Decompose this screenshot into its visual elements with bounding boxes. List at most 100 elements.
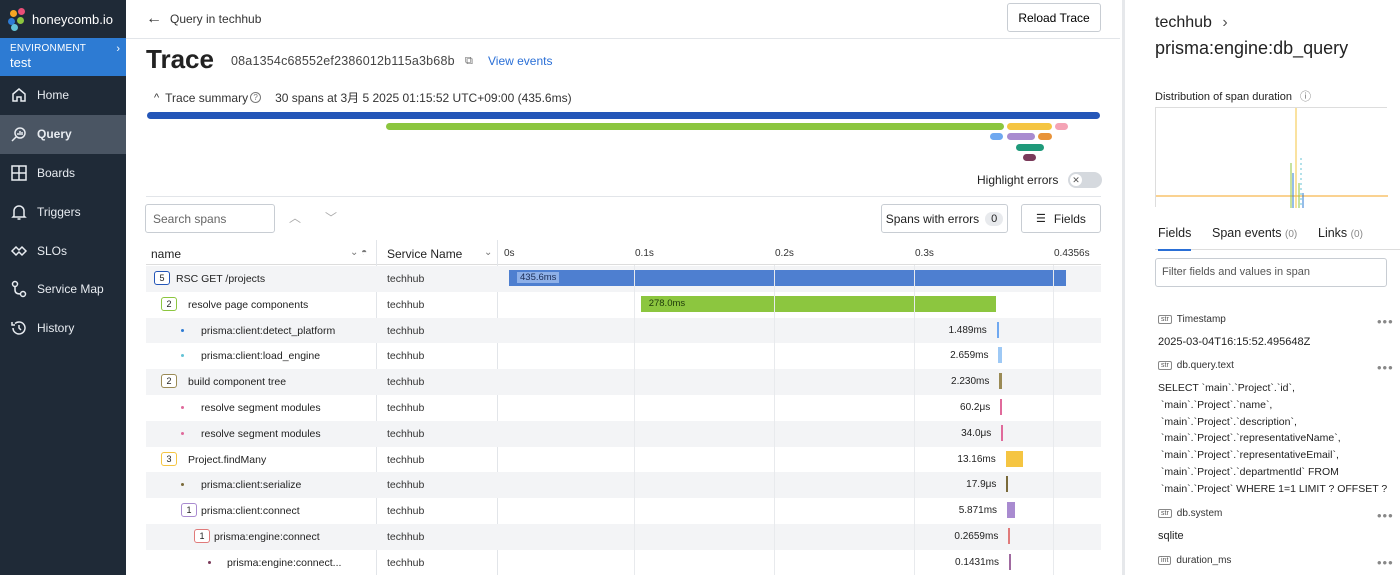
span-name: prisma:engine:connect... (227, 556, 342, 569)
more-icon[interactable]: ••• (1377, 508, 1394, 523)
table-row[interactable]: resolve segment modules techhub 60.2μs (146, 395, 1101, 421)
more-icon[interactable]: ••• (1377, 314, 1394, 329)
help-icon[interactable]: ⓘ (1300, 91, 1312, 103)
axis-tick-label: 0.1s (635, 248, 654, 259)
field-value: 2025-03-04T16:15:52.495648Z (1158, 336, 1311, 348)
minimap-bar (1023, 154, 1036, 161)
span-bar[interactable] (640, 295, 997, 312)
table-row[interactable]: 3 Project.findMany techhub 13.16ms (146, 447, 1101, 473)
child-count-badge[interactable]: 5 (154, 271, 170, 285)
table-row[interactable]: prisma:client:serialize techhub 17.9μs (146, 472, 1101, 499)
child-count-badge[interactable]: 3 (161, 451, 177, 466)
highlight-errors-toggle[interactable]: ✕ (1068, 172, 1102, 188)
table-row[interactable]: 5 RSC GET /projects techhub 435.6ms (146, 266, 1101, 292)
panel-service-breadcrumb[interactable]: techhub › (1155, 14, 1228, 32)
service-name: techhub (387, 324, 425, 337)
span-bar[interactable] (1000, 399, 1003, 415)
trace-summary-toggle[interactable]: ^ Trace summary ? 30 spans at 3月 5 2025 … (154, 89, 572, 106)
span-detail-panel: techhub › prisma:engine:db_query Distrib… (1122, 0, 1400, 575)
nav-label: SLOs (37, 243, 68, 258)
nav-triggers[interactable]: Triggers (0, 192, 126, 231)
child-count-badge[interactable]: 1 (194, 529, 210, 543)
tree-node-dot (181, 354, 184, 358)
span-bar[interactable] (998, 347, 1002, 364)
span-duration: 0.1431ms (955, 556, 999, 568)
chevron-down-icon[interactable]: ⌄ (484, 247, 493, 258)
minimap-bar (1007, 133, 1035, 140)
minimap-bar (1016, 144, 1044, 151)
more-icon[interactable]: ••• (1377, 360, 1394, 375)
nav-query[interactable]: Query (0, 114, 126, 154)
fields-button[interactable]: ☰ Fields (1021, 204, 1101, 233)
tab-span-events[interactable]: Span events (0) (1212, 226, 1297, 240)
search-spans-input[interactable]: Search spans (145, 204, 275, 233)
span-name: resolve page components (188, 298, 309, 311)
view-events-link[interactable]: View events (488, 54, 553, 68)
environment-switcher[interactable]: ENVIRONMENT test › (0, 38, 126, 76)
chevron-down-icon[interactable]: ﹀ (325, 211, 338, 225)
nav-history[interactable]: History (0, 309, 126, 348)
panel-service: techhub (1155, 14, 1212, 31)
sort-icon[interactable]: ⌄ ◓ (350, 247, 368, 258)
tree-node-dot (181, 483, 184, 487)
spans-with-errors-label: Spans with errors (885, 211, 980, 226)
nav-label: Boards (37, 165, 76, 180)
span-bar[interactable] (999, 373, 1003, 390)
axis-tick-label: 0.4356s (1054, 248, 1090, 259)
tab-fields[interactable]: Fields (1158, 226, 1192, 251)
highlight-errors-label: Highlight errors (977, 173, 1059, 187)
nav-home[interactable]: Home (0, 76, 126, 115)
span-duration: 13.16ms (957, 453, 996, 465)
span-bar[interactable] (1005, 450, 1023, 467)
child-count-badge[interactable]: 2 (161, 374, 177, 389)
divider (146, 196, 1101, 197)
span-name: resolve segment modules (201, 427, 321, 440)
more-icon[interactable]: ••• (1377, 555, 1394, 570)
table-row[interactable]: 1 prisma:client:connect techhub 5.871ms (146, 498, 1101, 524)
nav-slos[interactable]: SLOs (0, 231, 126, 270)
back-link[interactable]: ← Query in techhub (146, 10, 261, 28)
column-name-header[interactable]: name (151, 247, 182, 261)
nav-service-map[interactable]: Service Map (0, 270, 126, 309)
list-icon: ☰ (1036, 213, 1046, 225)
span-name: resolve segment modules (201, 402, 321, 414)
logo[interactable]: honeycomb.io (0, 0, 126, 38)
span-duration: 2.659ms (950, 350, 989, 362)
tab-links[interactable]: Links (0) (1318, 226, 1363, 240)
field-name: str db.query.text (1158, 360, 1234, 371)
chevron-up-icon[interactable]: ︿ (289, 211, 302, 225)
span-duration-histogram[interactable] (1155, 107, 1388, 208)
table-row[interactable]: prisma:engine:connect... techhub 0.1431ms (146, 550, 1101, 576)
nav-label: Triggers (37, 204, 81, 219)
trace-minimap[interactable] (126, 108, 1120, 168)
table-row[interactable]: prisma:client:detect_platform techhub 1.48… (146, 317, 1101, 344)
span-bar[interactable] (1006, 476, 1009, 493)
table-row[interactable]: resolve segment modules techhub 34.0μs (146, 420, 1101, 447)
minimap-bar (1038, 133, 1052, 140)
trace-summary-label: Trace summary (165, 90, 249, 105)
chevron-right-icon: › (1222, 14, 1228, 31)
child-count-badge[interactable]: 1 (181, 503, 197, 518)
column-service-header[interactable]: Service Name (387, 247, 463, 261)
span-bar[interactable] (1008, 528, 1011, 544)
copy-icon[interactable]: ⧉ (465, 55, 473, 67)
help-icon[interactable]: ? (250, 92, 262, 103)
slo-icon (10, 245, 28, 256)
filter-fields-input[interactable]: Filter fields and values in span (1155, 258, 1387, 287)
span-bar[interactable] (509, 270, 1066, 286)
span-bar[interactable] (1008, 553, 1011, 570)
nav-boards[interactable]: Boards (0, 154, 126, 193)
spans-with-errors-button[interactable]: Spans with errors 0 (881, 204, 1008, 233)
table-row[interactable]: 1 prisma:engine:connect techhub 0.2659ms (146, 524, 1101, 550)
table-row[interactable]: 2 resolve page components techhub 278.0ms (146, 292, 1101, 318)
span-bar[interactable] (1001, 424, 1004, 441)
field-name-text: db.system (1176, 508, 1223, 519)
table-row[interactable]: 2 build component tree techhub 2.230ms (146, 369, 1101, 395)
reload-trace-button[interactable]: Reload Trace (1007, 3, 1101, 32)
table-row[interactable]: prisma:client:load_engine techhub 2.659ms (146, 343, 1101, 369)
child-count-badge[interactable]: 2 (161, 296, 177, 311)
span-bar[interactable] (996, 321, 999, 338)
span-bar[interactable] (1007, 502, 1015, 519)
axis-tick-label: 0s (504, 248, 515, 259)
minimap-bar (147, 112, 1100, 119)
